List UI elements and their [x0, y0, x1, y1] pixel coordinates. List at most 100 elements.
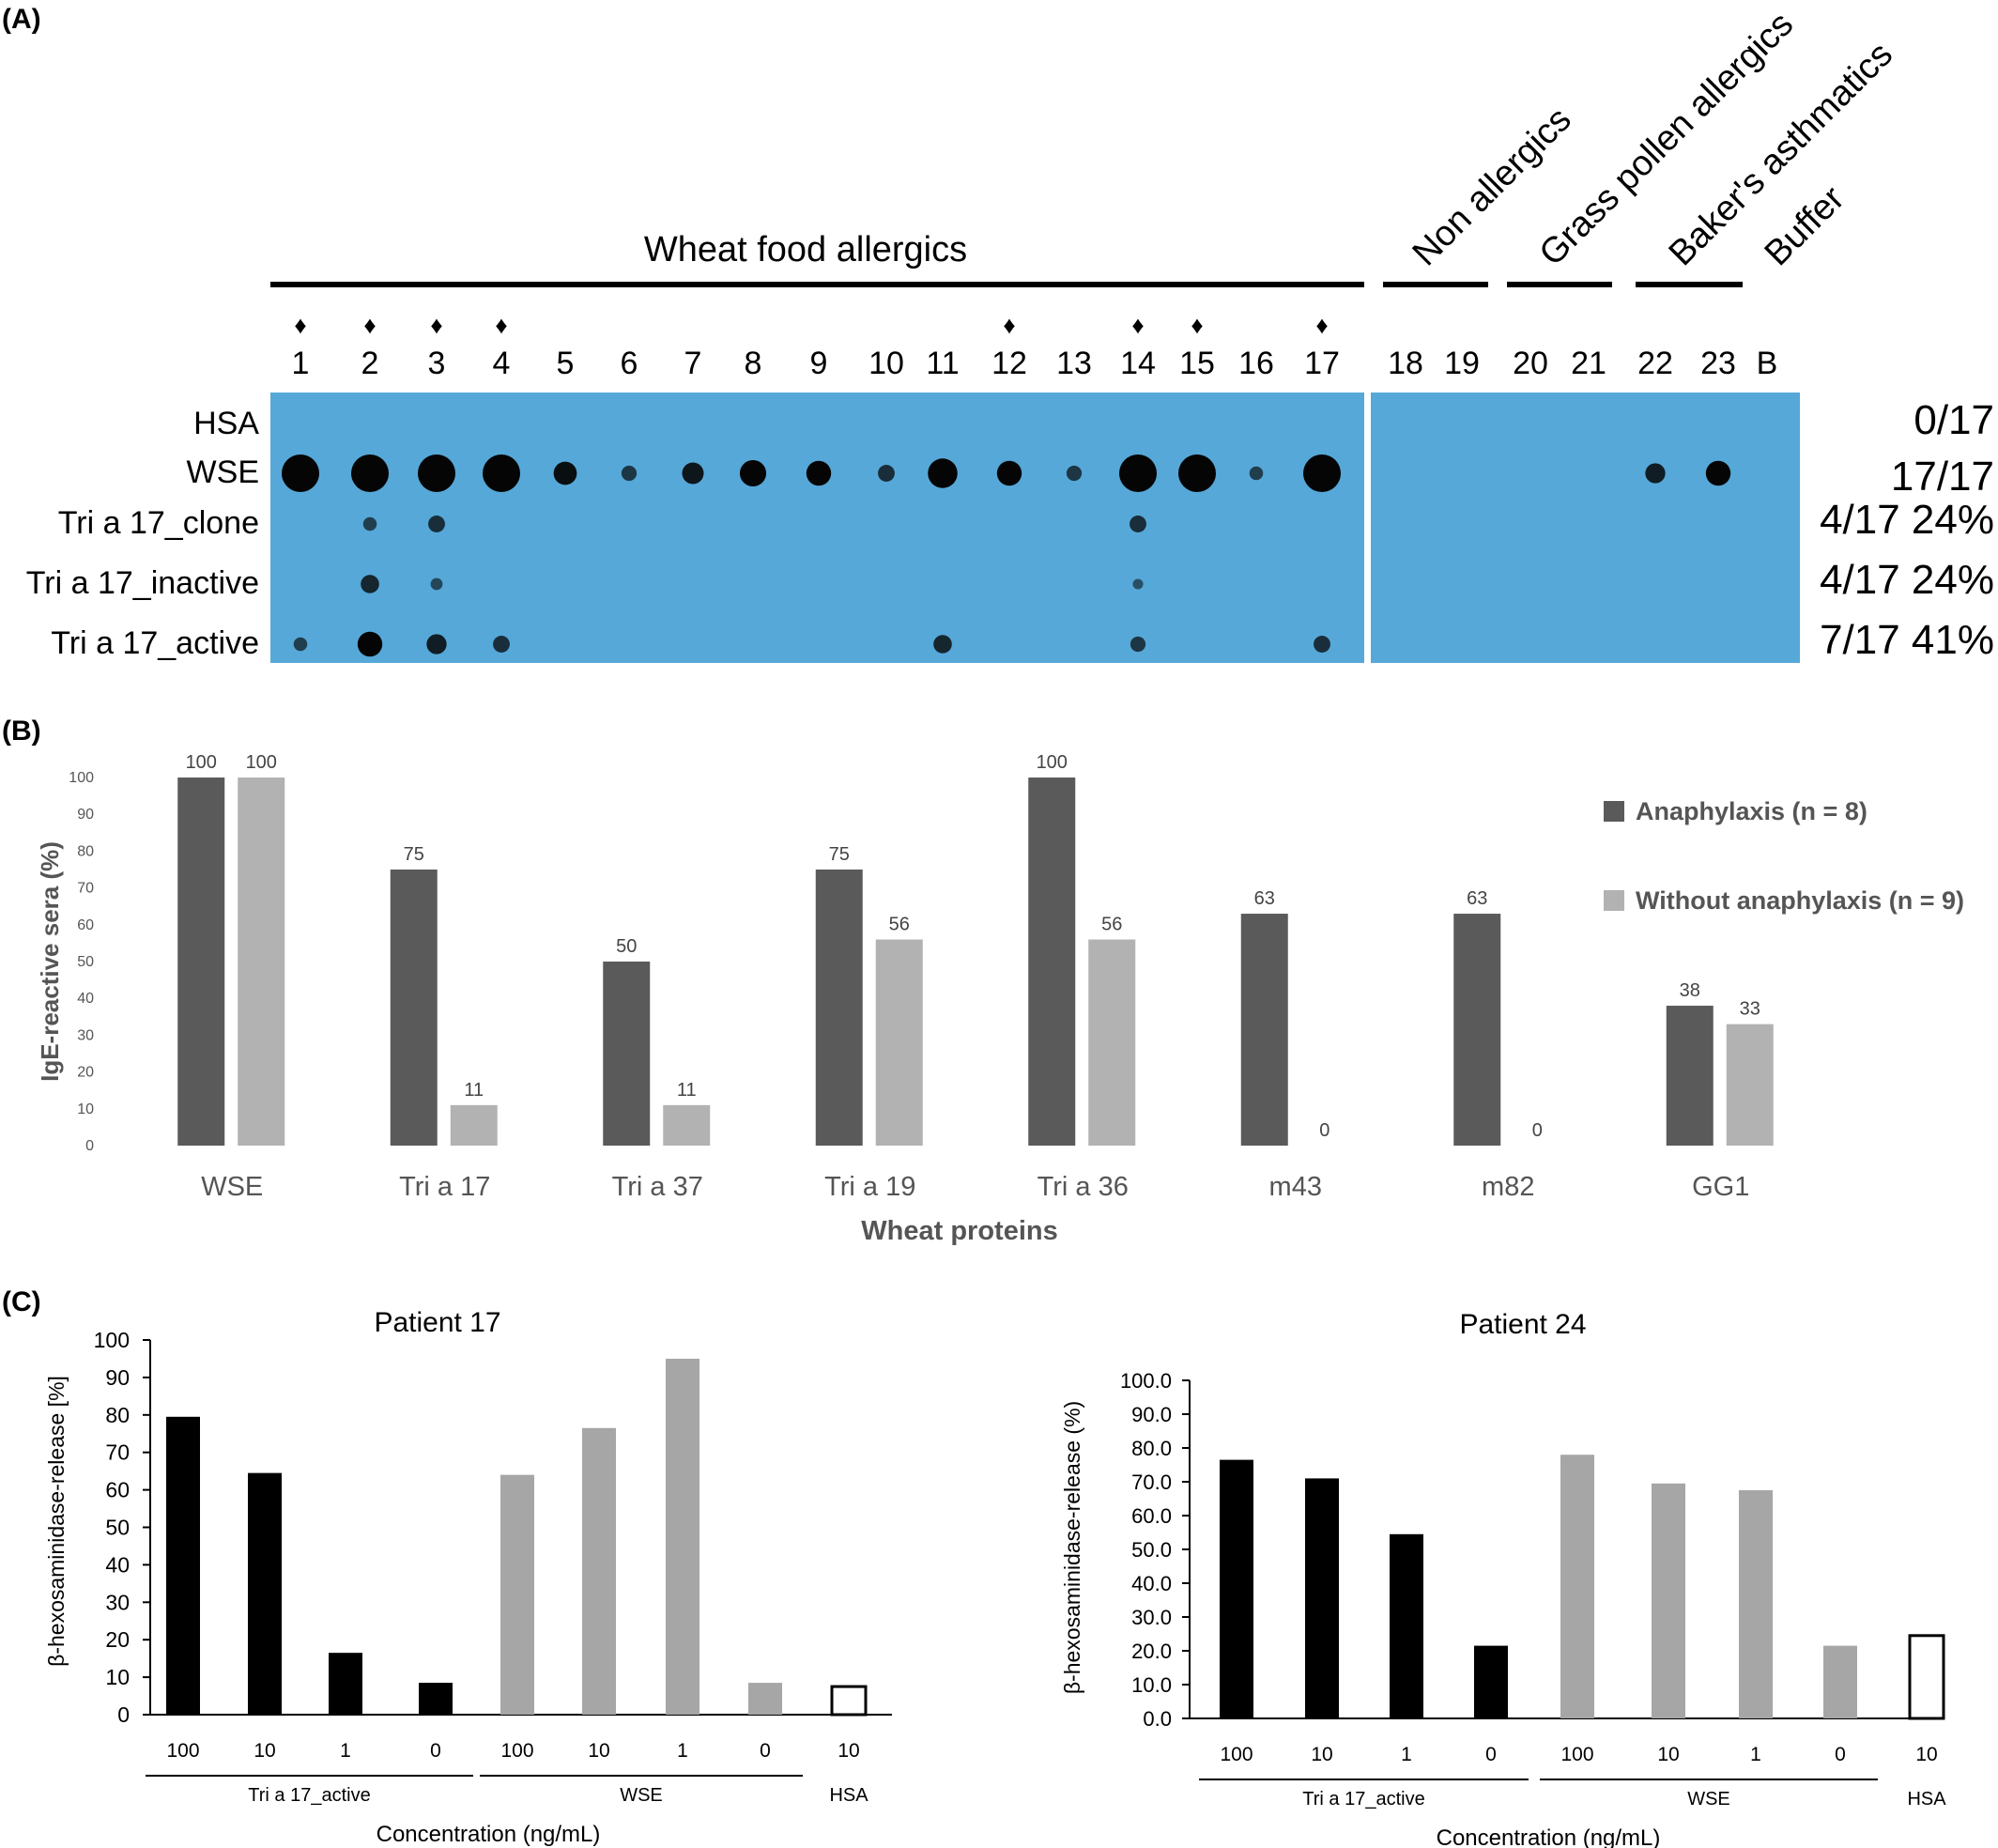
blot-spot	[1314, 636, 1330, 653]
category-label: 10	[588, 1740, 609, 1762]
legend-swatch	[1604, 890, 1624, 911]
blot-spot	[430, 578, 443, 591]
membrane-right	[1371, 393, 1800, 663]
bar	[830, 1685, 868, 1717]
blot-spot	[282, 454, 319, 492]
bar	[666, 1358, 699, 1715]
lane-label: 14	[1120, 346, 1156, 381]
bar	[1739, 1490, 1773, 1718]
bar	[248, 1472, 282, 1715]
category-label: Tri a 19	[824, 1172, 915, 1202]
bar	[1652, 1483, 1685, 1718]
category-label: WSE	[201, 1172, 263, 1202]
data-label: 75	[829, 844, 850, 865]
lane-label: 20	[1513, 346, 1548, 381]
row-label: Tri a 17_inactive	[26, 565, 259, 601]
lane-label: 4	[493, 346, 511, 381]
blot-spots	[282, 454, 1731, 657]
y-tick-label: 20	[105, 1627, 130, 1652]
lane-label: 3	[428, 346, 446, 381]
y-tick-label: 100	[94, 1328, 130, 1352]
bar	[1305, 1478, 1339, 1718]
category-label: 100	[1560, 1744, 1593, 1765]
data-label: 75	[404, 844, 424, 865]
bar-anaphylaxis	[390, 870, 438, 1146]
y-axis-label: β-hexosaminidase-release [%]	[44, 1376, 69, 1667]
y-tick-label: 40	[77, 991, 94, 1007]
blot-spot	[428, 516, 445, 532]
result-label: 4/17 24%	[1820, 557, 1994, 603]
lane-label: 1	[292, 346, 310, 381]
y-tick-label: 90.0	[1131, 1403, 1172, 1426]
blot-spot	[351, 454, 389, 492]
blot-spot	[426, 634, 447, 654]
y-tick-label: 50.0	[1131, 1538, 1172, 1562]
anaphylaxis-marker: ♦	[1315, 311, 1328, 339]
lane-label: 17	[1304, 346, 1340, 381]
y-tick-label: 70	[105, 1440, 130, 1465]
y-tick-label: 90	[105, 1365, 130, 1390]
blot-spot	[682, 462, 704, 485]
x-axis-label: Wheat proteins	[861, 1216, 1057, 1246]
blot-spot	[1705, 460, 1731, 486]
data-label: 0	[1319, 1120, 1329, 1141]
bar	[582, 1427, 616, 1715]
y-tick-label: 50	[77, 954, 94, 970]
y-tick-label: 20	[77, 1065, 94, 1081]
lane-label: 18	[1388, 346, 1423, 381]
blot-spot	[1249, 466, 1264, 481]
bar	[1474, 1645, 1508, 1718]
bar	[1390, 1533, 1423, 1718]
category-label: 1	[1750, 1744, 1761, 1765]
category-label: 1	[677, 1740, 688, 1762]
blot-spot	[1132, 578, 1144, 590]
y-tick-label: 80.0	[1131, 1437, 1172, 1460]
blot-spot	[483, 454, 520, 492]
blot-spot	[878, 465, 895, 482]
group-label: WSE	[620, 1785, 663, 1806]
group-label-grass: Grass pollen allergics	[1532, 5, 1802, 274]
bar-anaphylaxis	[1666, 1006, 1714, 1146]
y-tick-label: 70	[77, 881, 94, 897]
blot-spot	[739, 459, 767, 487]
y-tick-label: 50	[105, 1516, 130, 1540]
blot-spot	[357, 631, 383, 657]
category-label: Tri a 17	[399, 1172, 490, 1202]
anaphylaxis-markers: ♦ ♦ ♦ ♦ ♦ ♦ ♦ ♦	[294, 311, 1328, 339]
row-label: WSE	[187, 454, 259, 490]
bar-chart-patient-24: 0.0 10.0 20.0 30.0 40.0 50.0 60.0 70.0 80.0 90.0 1…	[1060, 1309, 1946, 1848]
category-label: 1	[340, 1740, 351, 1762]
group-label: Tri a 17_active	[1302, 1789, 1424, 1810]
blot-spot	[1130, 636, 1146, 653]
blot-spot	[493, 636, 510, 653]
lane-labels: 1 2 3 4 5 6 7 8 9 10 11 12 13 14 15 16 17 18 19 20 21 22 23 B	[292, 346, 1778, 381]
bar-without-anaphylaxis	[238, 778, 285, 1146]
y-tick-label: 40	[105, 1552, 130, 1577]
anaphylaxis-marker: ♦	[430, 311, 442, 339]
y-tick-label: 60.0	[1131, 1504, 1172, 1528]
category-label: 100	[500, 1740, 533, 1762]
chart-title: Patient 17	[374, 1307, 500, 1338]
membrane-left	[270, 393, 1364, 663]
y-axis-label: β-hexosaminidase-release (%)	[1060, 1401, 1084, 1694]
result-label: 4/17 24%	[1820, 497, 1994, 543]
category-label: 10	[1657, 1744, 1679, 1765]
bar-anaphylaxis	[1028, 778, 1076, 1146]
bar	[1823, 1645, 1857, 1718]
bar	[748, 1683, 782, 1715]
bar-anaphylaxis	[1240, 914, 1288, 1146]
bar-anaphylaxis	[177, 778, 225, 1146]
panel-label-a: (A)	[2, 4, 41, 35]
x-axis-label: Concentration (ng/mL)	[377, 1822, 601, 1847]
bar-chart-b: 0 10 20 30 40 50 60 70 80 90 100 IgE-reactive sera …	[36, 752, 1964, 1246]
category-label: 100	[1220, 1744, 1253, 1765]
lane-label: 8	[745, 346, 762, 381]
blot-spot	[362, 516, 377, 531]
row-label: Tri a 17_active	[51, 625, 259, 661]
data-label: 56	[889, 914, 910, 934]
data-label: 100	[1037, 752, 1068, 773]
bar-without-anaphylaxis	[663, 1104, 711, 1146]
category-label: 0	[1485, 1744, 1497, 1765]
row-label: Tri a 17_clone	[58, 505, 259, 541]
data-label: 33	[1740, 999, 1760, 1020]
